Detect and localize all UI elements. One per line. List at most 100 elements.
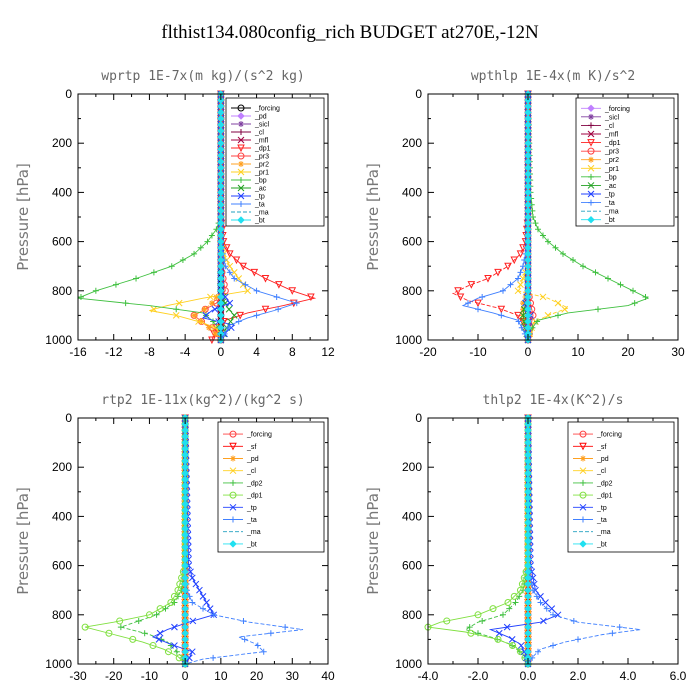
x-tick-label: 30 [671, 345, 685, 359]
legend-marker [588, 122, 594, 129]
legend-marker [238, 129, 244, 135]
data-point [561, 305, 569, 313]
data-point [232, 256, 241, 265]
legend-marker [587, 182, 595, 189]
data-point [203, 599, 210, 606]
panel-title: thlp2 1E-4x(K^2)/s [483, 393, 624, 408]
data-point [275, 306, 282, 313]
data-point [235, 318, 242, 325]
legend-marker [588, 113, 594, 120]
data-point [475, 306, 481, 313]
legend-entry: _forcing [573, 430, 622, 439]
legend-label: _sicl [604, 114, 619, 121]
legend-entry: _pr2 [581, 156, 619, 164]
legend-marker [237, 168, 245, 176]
data-point [116, 617, 124, 625]
data-point [141, 630, 148, 637]
legend-entry: _ta [581, 199, 615, 207]
data-point [484, 275, 492, 283]
data-point [171, 599, 178, 606]
data-point [260, 648, 267, 655]
data-point [240, 617, 247, 624]
x-tick-label: -8 [144, 345, 155, 359]
legend-marker [580, 455, 586, 462]
data-point [195, 318, 202, 325]
legend-marker [237, 192, 245, 200]
legend-label: _forcing [604, 106, 630, 113]
x-tick-label: -20 [105, 669, 123, 683]
data-point [105, 629, 113, 637]
y-axis-label: Pressure [hPa] [364, 163, 382, 271]
data-point [253, 287, 260, 294]
data-point [129, 635, 137, 643]
y-tick-label: 400 [52, 509, 72, 523]
legend-label: _bp [604, 174, 617, 181]
legend-entry: _forcing [223, 430, 272, 439]
legend-entry: _dp1 [231, 144, 271, 153]
data-point [504, 262, 512, 271]
legend-entry: _sf [573, 442, 606, 451]
legend-label: _pr1 [604, 166, 619, 173]
data-point [592, 269, 599, 276]
data-point [239, 262, 247, 271]
data-point [494, 635, 502, 643]
legend-marker [587, 104, 595, 112]
legend-label: _ma [246, 529, 261, 536]
legend-box [575, 97, 675, 227]
data-point [570, 617, 577, 624]
data-point [150, 269, 157, 276]
data-point [201, 306, 208, 313]
legend-label: _mfl [254, 138, 269, 145]
legend-marker [588, 156, 594, 163]
y-tick-label: 600 [52, 559, 72, 573]
legend-marker [230, 479, 236, 486]
legend-label: _pd [246, 456, 259, 463]
legend-entry: _cl [573, 467, 606, 475]
y-tick-label: 1000 [45, 657, 72, 671]
legend-marker [588, 199, 594, 206]
legend-label: _dp2 [596, 480, 613, 487]
legend-entry: _ma [231, 210, 269, 217]
y-tick-label: 200 [402, 460, 422, 474]
legend-entry: _tp [223, 503, 257, 512]
y-tick-label: 800 [52, 284, 72, 298]
series-line [427, 418, 529, 665]
data-point [210, 611, 217, 618]
data-point [77, 293, 84, 300]
data-point [173, 648, 180, 655]
legend-label: _ta [254, 202, 265, 209]
data-point [500, 611, 506, 618]
series-dp1 [424, 414, 532, 668]
data-point [517, 642, 525, 649]
legend-label: _pr2 [254, 162, 269, 169]
series-bt [181, 414, 189, 668]
legend-marker [229, 467, 237, 475]
legend-entry: _cl [581, 122, 614, 130]
legend-label: _bt [604, 217, 615, 224]
legend-label: _sf [246, 444, 256, 451]
legend-box [567, 421, 675, 553]
data-point [273, 293, 280, 300]
legend-marker [237, 136, 245, 144]
legend-entry: _ma [573, 529, 611, 536]
legend-label: _dp1 [246, 493, 263, 500]
legend-entry: _bt [581, 216, 615, 224]
series-dp2 [117, 415, 189, 667]
legend-label: _forcing [254, 106, 280, 113]
legend-label: _cl [596, 468, 606, 475]
legend-marker [579, 430, 587, 438]
data-point [516, 250, 525, 259]
x-tick-label: 10 [571, 345, 585, 359]
data-point [543, 605, 550, 612]
legend-label: _tp [254, 194, 265, 201]
legend-marker [579, 540, 587, 548]
data-point [175, 299, 183, 307]
legend-marker [579, 503, 587, 511]
legend-label: _ac [604, 183, 617, 190]
legend-label: _tp [596, 505, 607, 512]
data-point [545, 238, 551, 245]
data-point [519, 312, 527, 319]
legend-label: _pd [596, 456, 609, 463]
data-point [168, 263, 175, 270]
legend-marker [238, 161, 244, 167]
